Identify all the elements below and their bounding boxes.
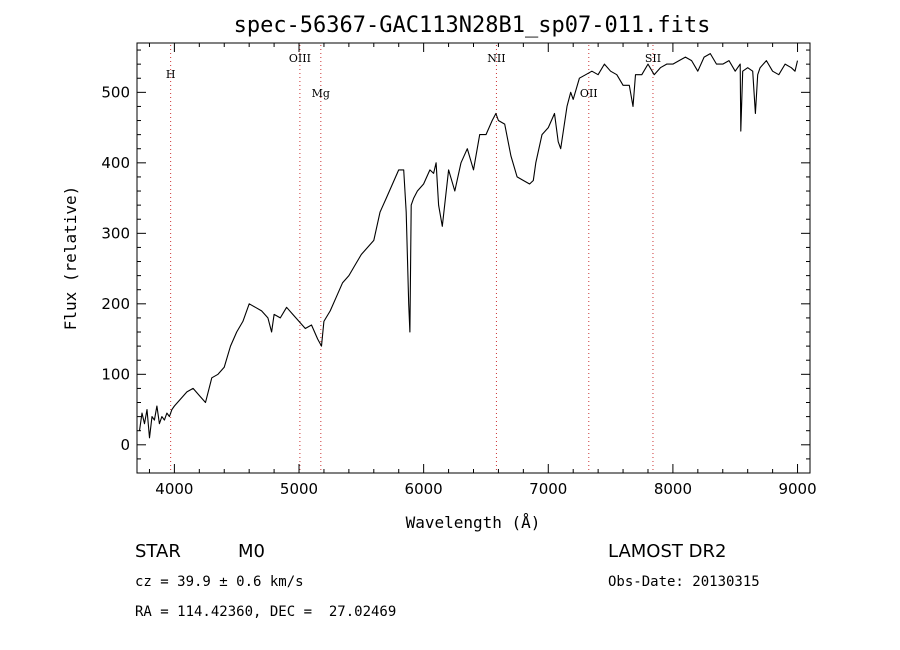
plot-frame	[136, 42, 811, 474]
object-class: STAR	[135, 541, 181, 562]
y-axis-ticks: 0 100 200 300 400 500	[101, 49, 810, 460]
object-subclass: M0	[238, 541, 265, 562]
series-group	[138, 53, 799, 439]
chart-title: spec-56367-GAC113N28B1_sp07-011.fits	[234, 13, 711, 38]
y-tick-label: 200	[101, 295, 130, 313]
spectral-line-label: SII	[645, 52, 661, 65]
velocity-text: cz = 39.9 ± 0.6 km/s	[135, 574, 304, 590]
spectrum-series-line	[138, 53, 799, 439]
y-tick-label: 100	[101, 365, 130, 383]
y-tick-label: 400	[101, 154, 130, 172]
x-tick-label: 7000	[529, 480, 567, 498]
y-axis-label: Flux (relative)	[61, 186, 80, 331]
coords-text: RA = 114.42360, DEC = 27.02469	[135, 604, 397, 620]
x-axis-label: Wavelength (Å)	[406, 513, 541, 532]
spectral-line-label: NII	[487, 52, 505, 65]
x-tick-label: 8000	[654, 480, 692, 498]
spectral-line-markers: H OIII Mg NII OII SII	[166, 45, 661, 471]
x-tick-label: 4000	[155, 480, 193, 498]
spectral-line-label: H	[166, 68, 176, 81]
spectrum-chart: spec-56367-GAC113N28B1_sp07-011.fits H OI…	[61, 13, 817, 532]
y-tick-label: 0	[120, 436, 130, 454]
x-tick-label: 5000	[280, 480, 318, 498]
survey-name: LAMOST DR2	[608, 541, 727, 562]
spectral-line-label: OIII	[289, 52, 311, 65]
x-tick-label: 9000	[778, 480, 816, 498]
y-tick-label: 500	[101, 83, 130, 101]
y-tick-label: 300	[101, 224, 130, 242]
x-axis-ticks: 4000 5000 6000 7000 8000 9000	[148, 43, 817, 498]
x-tick-label: 6000	[405, 480, 443, 498]
spectral-line-label: Mg	[312, 87, 330, 100]
obs-date-text: Obs-Date: 20130315	[608, 574, 760, 590]
spectral-line-label: OII	[580, 87, 598, 100]
